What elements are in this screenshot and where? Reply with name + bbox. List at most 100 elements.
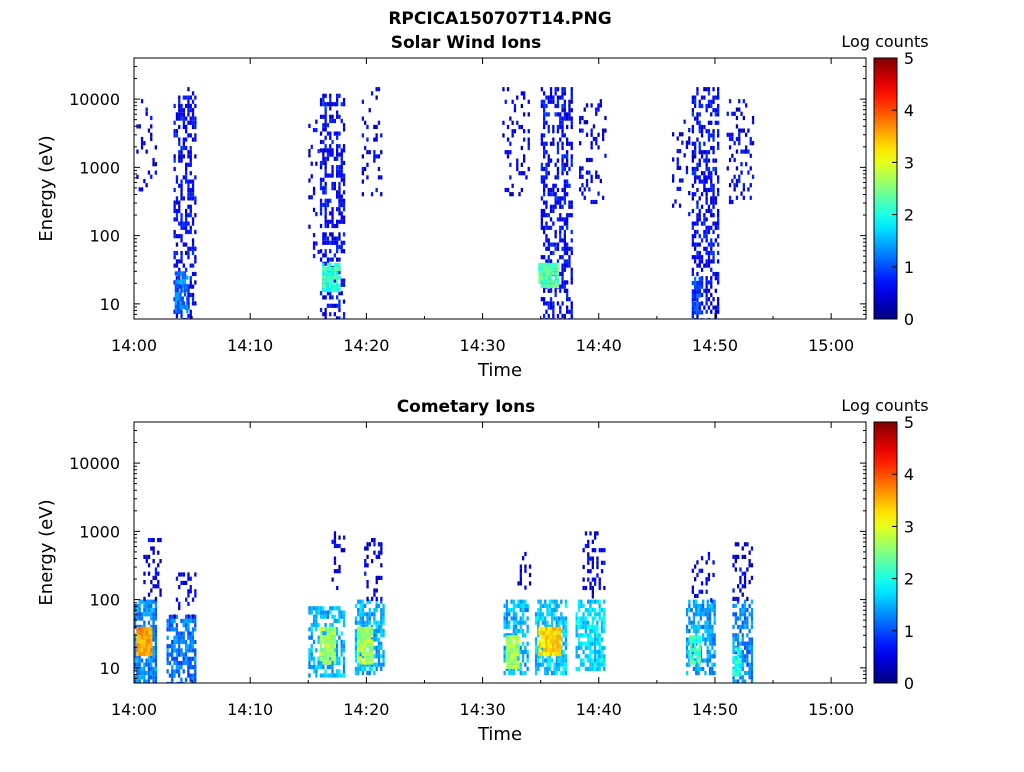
heatmap-cell — [559, 116, 562, 121]
heatmap-cell — [340, 652, 343, 657]
heatmap-cell — [136, 675, 139, 680]
heatmap-cell — [366, 584, 369, 589]
heatmap-cell — [322, 665, 325, 670]
heatmap-cell — [520, 103, 523, 109]
heatmap-cell — [545, 166, 548, 172]
heatmap-cell — [324, 219, 327, 224]
heatmap-cell — [561, 129, 564, 134]
heatmap-cell — [603, 662, 606, 667]
heatmap-cell — [540, 87, 543, 92]
heatmap-cell — [312, 245, 316, 250]
heatmap-cell — [373, 158, 376, 163]
heatmap-cell — [364, 559, 367, 564]
heatmap-cell — [600, 658, 604, 663]
heatmap-cell — [732, 624, 735, 629]
heatmap-cell — [577, 633, 581, 638]
heatmap-cell — [143, 554, 146, 559]
heatmap-cell — [322, 202, 325, 208]
heatmap-cell — [554, 234, 557, 239]
heatmap-cell — [154, 145, 157, 150]
heatmap-cell — [154, 645, 157, 650]
heatmap-cell — [691, 310, 694, 315]
colorbar-gradient — [873, 421, 898, 684]
heatmap-cell — [570, 91, 573, 96]
heatmap-cell — [185, 103, 188, 109]
heatmap-cell — [737, 637, 740, 642]
heatmap-cell — [354, 641, 358, 646]
heatmap-cell — [596, 612, 599, 617]
heatmap-cell — [737, 584, 740, 589]
heatmap-cell — [178, 116, 181, 121]
heatmap-cell — [603, 599, 606, 604]
heatmap-cell — [705, 192, 708, 197]
heatmap-cell — [502, 120, 505, 125]
heatmap-cell — [545, 626, 548, 631]
heatmap-cell — [322, 93, 325, 98]
heatmap-cell — [695, 603, 698, 608]
heatmap-cell — [368, 662, 371, 667]
heatmap-cell — [338, 614, 341, 619]
heatmap-cell — [331, 643, 334, 648]
heatmap-cell — [570, 301, 573, 306]
heatmap-cell — [743, 616, 747, 621]
heatmap-cell — [566, 242, 569, 247]
heatmap-cell — [517, 635, 520, 640]
heatmap-cell — [534, 645, 538, 650]
heatmap-cell — [366, 620, 369, 625]
heatmap-cell — [366, 124, 369, 130]
heatmap-cell — [340, 148, 343, 153]
heatmap-cell — [506, 150, 510, 155]
heatmap-cell — [191, 116, 195, 121]
heatmap-cell — [746, 542, 749, 547]
heatmap-cell — [189, 644, 192, 649]
heatmap-cell — [182, 196, 185, 201]
heatmap-cell — [534, 654, 538, 659]
heatmap-cell — [511, 192, 514, 197]
heatmap-cell — [545, 643, 548, 648]
heatmap-cell — [547, 95, 550, 100]
heatmap-cell — [152, 637, 155, 642]
heatmap-cell — [342, 215, 346, 220]
heatmap-cell — [189, 179, 192, 184]
heatmap-cell — [697, 666, 700, 671]
heatmap-cell — [319, 148, 323, 153]
heatmap-cell — [568, 255, 571, 260]
heatmap-cell — [543, 313, 546, 319]
heatmap-cell — [189, 639, 192, 645]
heatmap-cell — [702, 633, 705, 638]
heatmap-cell — [738, 178, 741, 184]
heatmap-cell — [551, 616, 554, 621]
heatmap-cell — [315, 614, 318, 619]
heatmap-cell — [187, 229, 190, 235]
heatmap-cell — [178, 639, 181, 645]
heatmap-cell — [713, 671, 716, 676]
heatmap-cell — [322, 606, 325, 611]
heatmap-cell — [582, 616, 585, 621]
heatmap-cell — [692, 599, 696, 604]
heatmap-cell — [181, 288, 184, 293]
heatmap-cell — [171, 673, 174, 678]
heatmap-cell — [331, 207, 334, 212]
heatmap-cell — [717, 208, 720, 214]
heatmap-cell — [697, 671, 700, 676]
heatmap-cell — [354, 654, 358, 659]
heatmap-cell — [707, 133, 711, 138]
heatmap-cell — [331, 165, 334, 170]
heatmap-cell — [342, 177, 346, 182]
heatmap-cell — [147, 620, 151, 625]
heatmap-cell — [553, 662, 556, 667]
heatmap-cell — [705, 263, 708, 268]
heatmap-cell — [552, 313, 555, 319]
heatmap-cell — [145, 631, 148, 636]
heatmap-cell — [342, 97, 346, 103]
heatmap-cell — [524, 671, 527, 676]
heatmap-cell — [508, 639, 511, 644]
heatmap-cell — [310, 635, 313, 640]
heatmap-cell — [329, 173, 332, 178]
heatmap-cell — [186, 300, 189, 305]
heatmap-cell — [342, 614, 346, 619]
heatmap-cell — [138, 124, 141, 129]
heatmap-cell — [685, 641, 689, 646]
heatmap-cell — [166, 652, 169, 657]
heatmap-cell — [563, 259, 566, 264]
